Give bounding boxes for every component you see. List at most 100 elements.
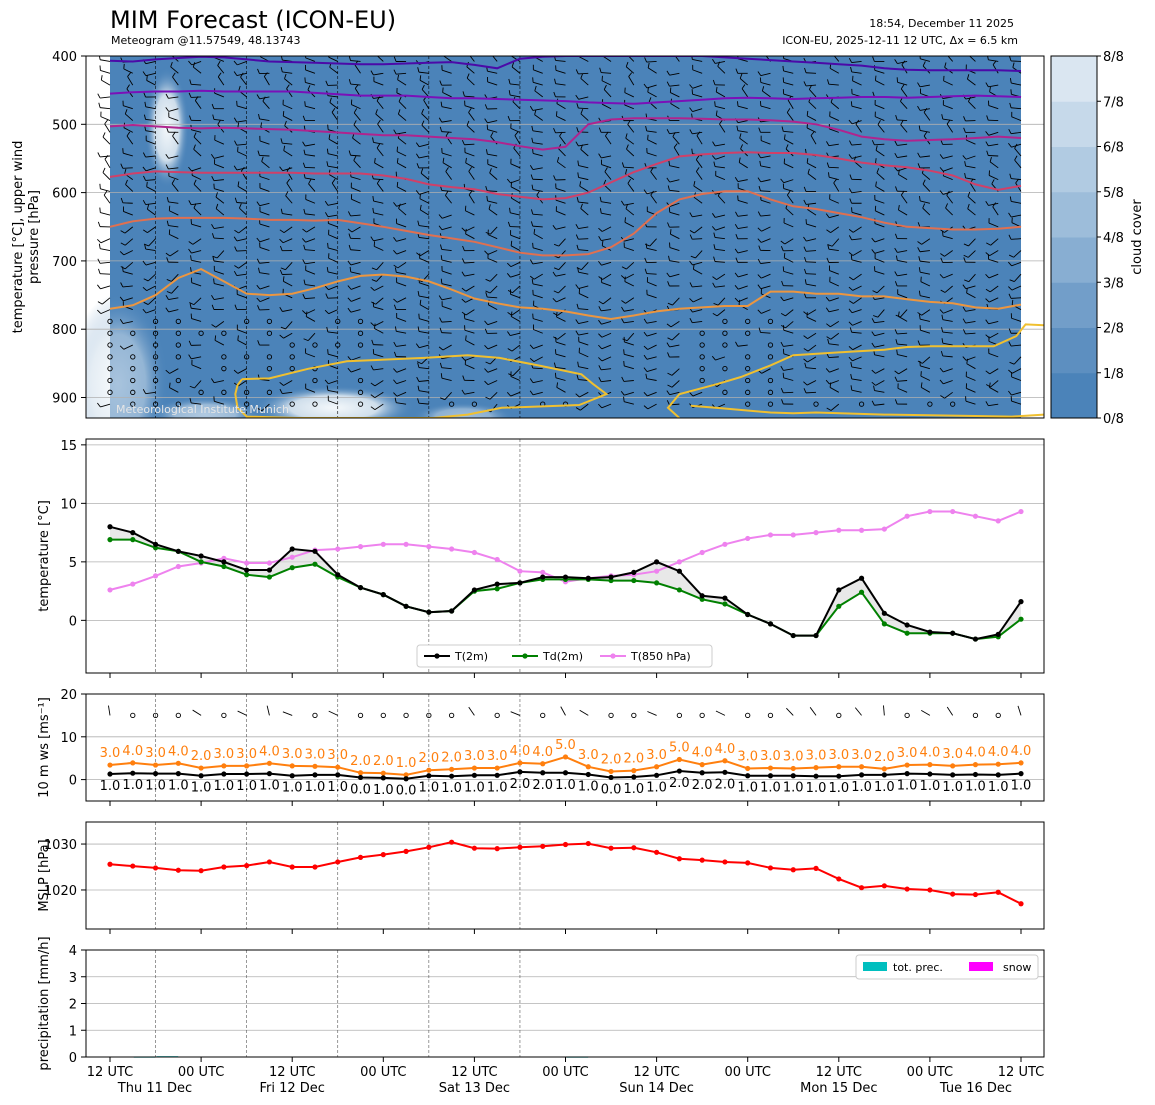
- wind-barb-flag: [849, 327, 853, 333]
- wind-barb: [760, 82, 771, 86]
- wind-barb: [191, 83, 202, 86]
- wind-barb-flag: [212, 233, 215, 239]
- wind-barb: [466, 66, 475, 74]
- wind-barb: [830, 332, 840, 340]
- wind-barb-flag: [690, 255, 696, 259]
- colorbar-tick-label: 6/8: [1103, 141, 1124, 156]
- wind-barb-flag: [100, 75, 103, 81]
- wind-speed-label: 1.0: [327, 780, 348, 795]
- wind-barb: [308, 183, 316, 192]
- gust-label: 4.0: [692, 746, 713, 761]
- wind-speed-label: 1.0: [783, 781, 804, 796]
- wind-barb-flag: [895, 115, 898, 121]
- mslp-point: [790, 867, 796, 873]
- wind-barb: [214, 270, 225, 275]
- gust-point: [152, 762, 159, 768]
- colorbar-band: [1051, 237, 1097, 283]
- wind-barb-flag: [895, 255, 898, 261]
- wind-barb: [102, 136, 111, 145]
- wind-calm-marker: [722, 342, 728, 348]
- wind-calm-marker: [972, 712, 979, 719]
- temperature-legend: T(2m) Td(2m) T(850 hPa): [416, 644, 713, 668]
- wind-barb-flag: [894, 281, 898, 287]
- series-t-850-hpa--point: [950, 508, 956, 515]
- wind-barb: [191, 282, 202, 287]
- mslp-point: [608, 845, 614, 851]
- wind-barb: [988, 403, 999, 407]
- wind-barb: [920, 58, 931, 62]
- wind-barb: [396, 271, 407, 275]
- wind-barb-flag: [598, 403, 603, 409]
- wind-barb-flag: [917, 152, 921, 158]
- wind-barb: [601, 155, 612, 159]
- gust-label: 2.0: [419, 751, 440, 766]
- wind-barb: [1010, 238, 1022, 240]
- wind-barb-flag: [127, 72, 131, 77]
- wind-barb: [100, 59, 111, 62]
- wind-barb: [783, 329, 794, 334]
- wind-barb: [965, 177, 976, 181]
- wind-barb-flag: [968, 50, 970, 55]
- series-t-2m--point: [608, 574, 614, 580]
- wind-speed-point: [198, 773, 204, 779]
- wind-barb-flag: [398, 96, 402, 102]
- wind-barb-flag: [666, 177, 671, 183]
- wind-barb-flag: [417, 220, 420, 226]
- wind-barb-flag: [98, 243, 101, 249]
- wind-barb: [672, 297, 680, 306]
- wind-barb: [419, 344, 429, 349]
- wind-barb: [123, 297, 133, 302]
- wind-barb-flag: [143, 92, 146, 98]
- wind-barb: [396, 223, 407, 228]
- wind-barb: [990, 380, 999, 388]
- wind-barb-flag: [445, 167, 449, 172]
- wind-barb: [671, 368, 680, 376]
- wind-barb: [328, 380, 338, 385]
- wind-barb-flag: [302, 293, 306, 299]
- wind-barb: [601, 356, 612, 362]
- wind-barb: [874, 403, 885, 406]
- wind-barb: [441, 297, 452, 301]
- wind-speed-point: [699, 770, 705, 776]
- series-t-850-hpa--point: [790, 532, 796, 538]
- wind-barb-flag: [256, 201, 261, 206]
- wind-barb: [852, 344, 862, 351]
- wind-barb: [581, 262, 589, 270]
- wind-barb-flag: [735, 233, 739, 239]
- wind-barb: [852, 285, 862, 291]
- wind-barb: [646, 378, 657, 381]
- gust-label: 2.0: [373, 754, 394, 769]
- wind-barb: [578, 320, 589, 325]
- series-td-2m--point: [130, 537, 136, 543]
- wind-barb: [236, 143, 247, 146]
- wind-barb: [168, 309, 179, 313]
- wind-barb-flag: [673, 143, 678, 148]
- wind-barb: [327, 165, 338, 169]
- wind-barb: [556, 386, 566, 393]
- colorbar-band: [1051, 327, 1097, 374]
- wind-barb-flag: [666, 390, 671, 395]
- wind-speed-label: 2.0: [715, 777, 736, 792]
- wind-barb-flag: [326, 148, 329, 154]
- wind-barb: [441, 106, 452, 110]
- wind-barb: [214, 163, 225, 169]
- wind-barb-flag: [713, 232, 716, 238]
- cloud-gap: [413, 402, 513, 418]
- wind-barb: [443, 56, 452, 62]
- wind-barb-flag: [946, 49, 948, 53]
- wind-barb: [236, 250, 247, 252]
- wind-barb-flag: [468, 190, 473, 196]
- wind-barb: [624, 401, 634, 405]
- wind-calm-marker: [357, 377, 364, 384]
- wind-barb-flag: [689, 392, 694, 397]
- colorbar-tick-label: 3/8: [1103, 276, 1124, 291]
- wind-barb: [259, 238, 270, 243]
- wind-barb-flag: [166, 291, 172, 294]
- wind-barb: [145, 72, 156, 77]
- gust-label: 1.0: [396, 756, 417, 771]
- wind-barb-flag: [393, 298, 398, 303]
- wind-barb-flag: [126, 84, 130, 90]
- wind-barb-flag: [917, 82, 921, 88]
- wind-barb: [696, 135, 703, 145]
- wind-barb: [533, 356, 543, 363]
